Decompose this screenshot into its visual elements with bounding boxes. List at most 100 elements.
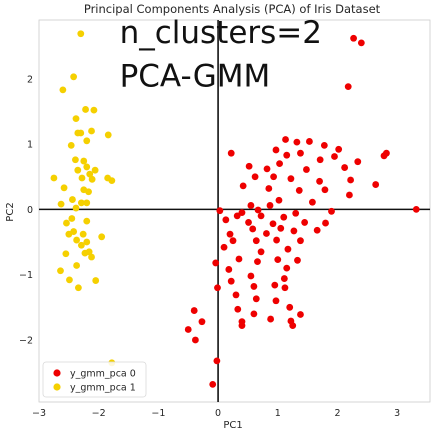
point-series-1 bbox=[68, 215, 76, 222]
point-series-0 bbox=[272, 297, 280, 305]
point-series-1 bbox=[60, 184, 68, 192]
point-series-0 bbox=[273, 236, 280, 244]
legend-marker-series-1 bbox=[53, 383, 61, 391]
point-series-0 bbox=[297, 311, 304, 318]
legend: y_gmm_pca 0 y_gmm_pca 1 bbox=[42, 361, 147, 398]
point-series-0 bbox=[269, 220, 277, 228]
point-series-0 bbox=[303, 166, 310, 173]
point-series-1 bbox=[59, 86, 67, 94]
point-series-1 bbox=[92, 277, 100, 284]
y-tick-label: 2 bbox=[27, 74, 33, 85]
point-series-0 bbox=[274, 256, 282, 264]
y-tick-label: 1 bbox=[27, 140, 33, 151]
point-series-0 bbox=[245, 162, 253, 170]
point-series-1 bbox=[77, 30, 85, 38]
point-series-0 bbox=[251, 173, 259, 181]
y-tick-label: −2 bbox=[19, 335, 33, 346]
point-series-0 bbox=[245, 219, 252, 226]
point-series-0 bbox=[247, 202, 255, 209]
annotation-n-clusters: n_clusters=2 bbox=[120, 15, 322, 51]
point-series-0 bbox=[232, 291, 240, 299]
point-series-0 bbox=[214, 284, 221, 292]
point-series-1 bbox=[72, 115, 80, 123]
point-series-1 bbox=[73, 236, 81, 244]
point-series-0 bbox=[220, 243, 228, 251]
point-series-0 bbox=[293, 138, 301, 146]
x-tick-label: −3 bbox=[32, 408, 46, 419]
point-series-0 bbox=[254, 206, 262, 214]
point-series-0 bbox=[322, 219, 329, 227]
point-series-0 bbox=[238, 322, 246, 329]
point-series-0 bbox=[292, 209, 300, 217]
annotations: n_clusters=2 PCA-GMM bbox=[120, 15, 322, 95]
point-series-0 bbox=[239, 182, 247, 190]
point-series-0 bbox=[265, 185, 273, 192]
point-series-0 bbox=[306, 138, 313, 145]
point-series-0 bbox=[297, 237, 304, 245]
x-tick-label: −1 bbox=[151, 408, 165, 419]
point-series-0 bbox=[267, 315, 275, 323]
x-axis-label: PC1 bbox=[223, 420, 242, 431]
point-series-1 bbox=[86, 170, 94, 178]
point-series-0 bbox=[286, 303, 294, 311]
point-series-0 bbox=[372, 181, 380, 188]
point-series-1 bbox=[81, 249, 89, 257]
point-series-1 bbox=[78, 174, 86, 182]
point-series-0 bbox=[254, 258, 261, 266]
point-series-0 bbox=[209, 380, 217, 388]
point-series-0 bbox=[412, 205, 420, 213]
point-series-0 bbox=[225, 266, 233, 273]
point-series-1 bbox=[83, 163, 91, 171]
point-series-0 bbox=[252, 295, 260, 303]
point-series-0 bbox=[383, 149, 390, 157]
point-series-0 bbox=[309, 198, 316, 206]
legend-box bbox=[42, 361, 147, 398]
point-series-1 bbox=[77, 129, 85, 137]
y-axis-label: PC2 bbox=[5, 202, 16, 221]
point-series-0 bbox=[212, 259, 220, 267]
point-series-0 bbox=[316, 177, 323, 185]
point-series-0 bbox=[270, 173, 277, 181]
point-series-1 bbox=[62, 250, 70, 258]
point-series-1 bbox=[77, 199, 85, 207]
point-series-0 bbox=[290, 227, 298, 235]
point-series-0 bbox=[192, 336, 199, 344]
point-series-1 bbox=[83, 217, 91, 225]
point-series-1 bbox=[77, 241, 85, 249]
point-series-0 bbox=[313, 226, 321, 234]
point-series-1 bbox=[79, 230, 87, 238]
point-series-0 bbox=[216, 207, 224, 215]
point-series-1 bbox=[72, 156, 79, 164]
chart-title: Principal Components Analysis (PCA) of I… bbox=[84, 2, 381, 16]
point-series-0 bbox=[190, 307, 198, 314]
data-points bbox=[50, 30, 420, 388]
y-tick-label: −1 bbox=[19, 270, 33, 281]
point-series-1 bbox=[69, 196, 76, 203]
point-series-1 bbox=[50, 174, 58, 182]
point-series-0 bbox=[350, 34, 357, 42]
point-series-0 bbox=[357, 39, 365, 47]
legend-label-series-1: y_gmm_pca 1 bbox=[70, 383, 136, 394]
point-series-1 bbox=[88, 253, 95, 261]
point-series-1 bbox=[83, 137, 91, 145]
point-series-1 bbox=[88, 175, 96, 183]
point-series-1 bbox=[72, 204, 80, 212]
point-series-1 bbox=[74, 284, 82, 292]
point-series-0 bbox=[213, 357, 221, 365]
point-series-0 bbox=[263, 165, 271, 173]
point-series-0 bbox=[301, 219, 309, 226]
point-series-0 bbox=[238, 209, 246, 217]
point-series-0 bbox=[328, 207, 335, 215]
point-series-0 bbox=[252, 237, 260, 245]
point-series-0 bbox=[271, 281, 279, 289]
point-series-0 bbox=[266, 202, 274, 209]
point-series-0 bbox=[287, 175, 295, 183]
point-series-0 bbox=[257, 212, 265, 220]
point-series-0 bbox=[247, 272, 255, 280]
point-series-0 bbox=[198, 318, 206, 326]
y-tick-label: 0 bbox=[27, 205, 33, 216]
point-series-0 bbox=[184, 326, 192, 333]
point-series-0 bbox=[263, 230, 270, 237]
point-series-0 bbox=[280, 213, 288, 221]
point-series-1 bbox=[73, 262, 81, 269]
